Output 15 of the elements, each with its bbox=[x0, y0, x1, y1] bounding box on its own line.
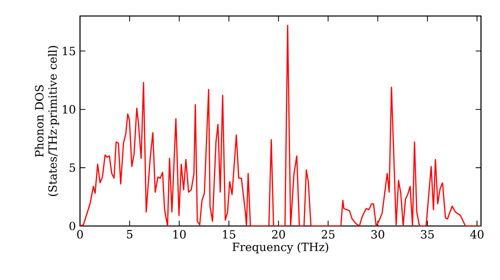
x-tick-label: 35 bbox=[421, 230, 434, 239]
x-tick-label: 10 bbox=[173, 230, 186, 239]
x-axis-title: Frequency (THz) bbox=[232, 242, 328, 254]
y-axis-title: Phonon DOS (States/THz·primitive cell) bbox=[34, 46, 60, 196]
y-tick-label: 0 bbox=[70, 222, 76, 230]
x-tick-label: 30 bbox=[371, 230, 384, 239]
x-tick-label: 25 bbox=[322, 230, 334, 239]
y-tick-label: 5 bbox=[70, 163, 76, 172]
y-tick-label: 15 bbox=[62, 46, 76, 56]
y-tick-label: 10 bbox=[62, 105, 76, 114]
x-tick-label: 5 bbox=[126, 230, 132, 238]
x-tick-label: 0 bbox=[77, 230, 83, 239]
x-tick-label: 15 bbox=[223, 230, 236, 239]
x-tick-label: 40 bbox=[470, 230, 484, 239]
x-tick-label: 20 bbox=[272, 230, 285, 239]
